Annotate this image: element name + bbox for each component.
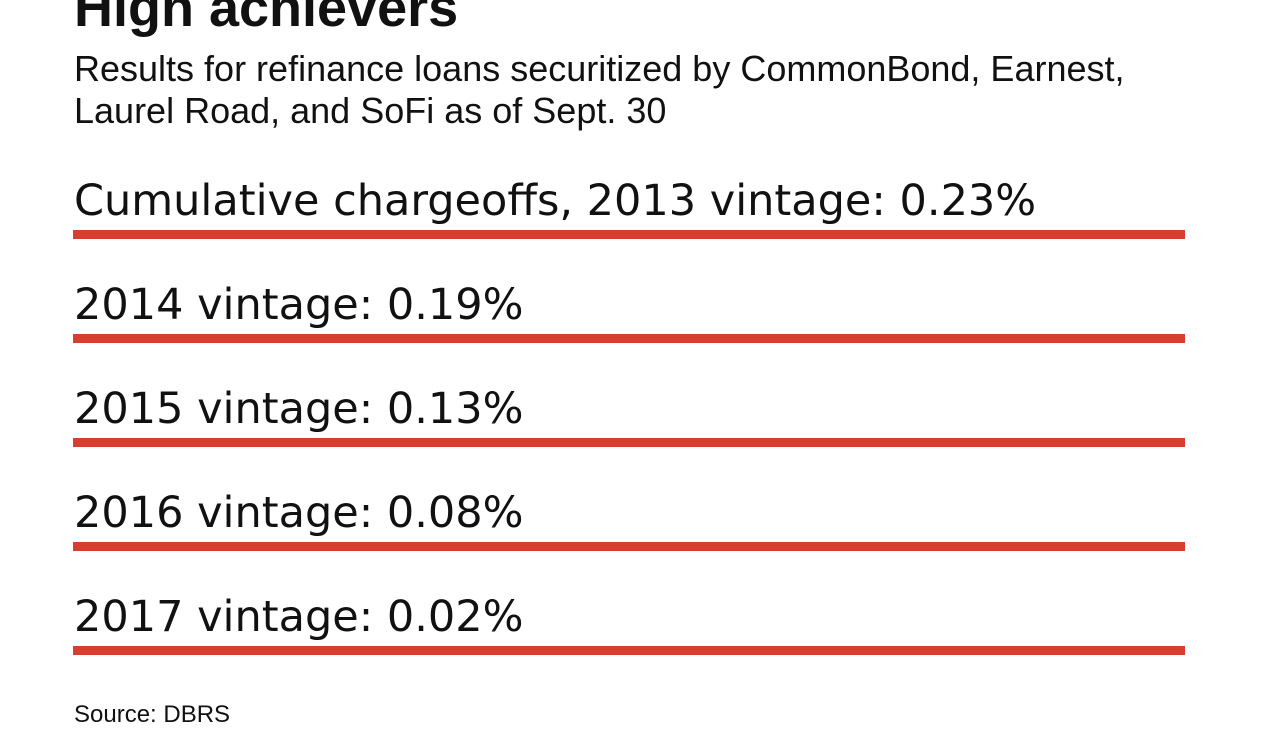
row-label: 2015 vintage: 0.13% bbox=[74, 384, 524, 434]
row-label: 2014 vintage: 0.19% bbox=[74, 280, 524, 330]
source: Source: DBRS bbox=[74, 701, 231, 728]
divider-bar bbox=[73, 230, 1185, 239]
divider-bar bbox=[73, 542, 1185, 551]
divider-bar bbox=[73, 438, 1185, 447]
divider-bar bbox=[73, 334, 1185, 343]
divider-bar bbox=[73, 646, 1185, 655]
row-label: 2017 vintage: 0.02% bbox=[74, 592, 524, 642]
subtitle: Results for refinance loans securitized … bbox=[74, 48, 1125, 131]
row-label: 2016 vintage: 0.08% bbox=[74, 488, 524, 538]
title: High achievers bbox=[74, 0, 459, 38]
row-label: Cumulative chargeoffs, 2013 vintage: 0.2… bbox=[74, 176, 1037, 226]
